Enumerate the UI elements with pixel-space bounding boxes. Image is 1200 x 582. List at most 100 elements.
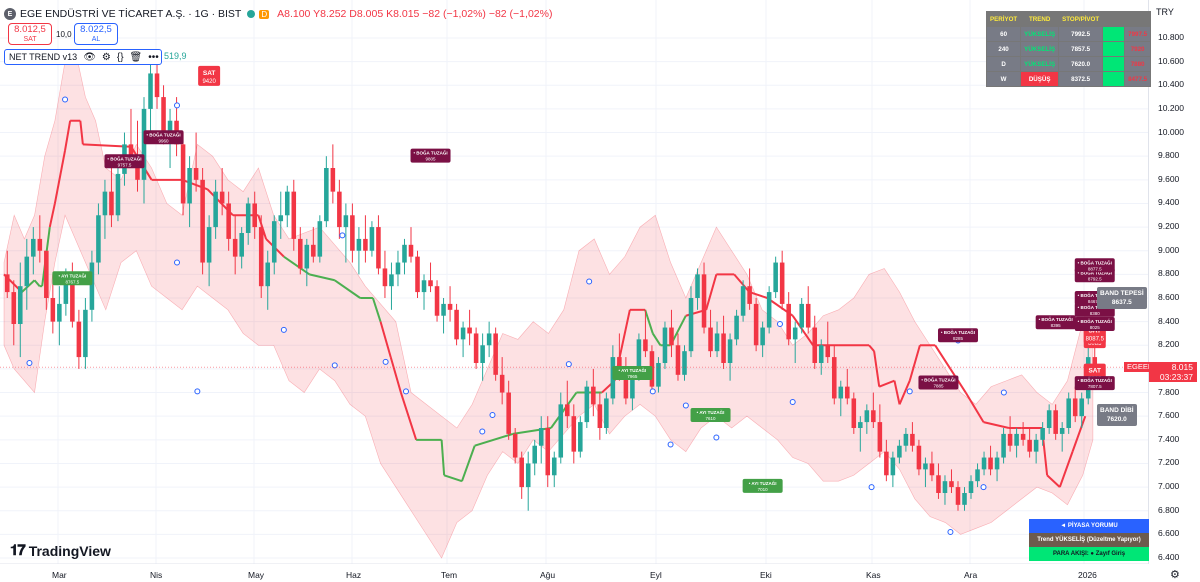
price-tick-label: 7.400 <box>1158 433 1180 444</box>
signal-price: 7807.5 <box>1088 384 1102 389</box>
market-comment-title: ◄ PİYASA YORUMU <box>1029 519 1149 533</box>
pivot-marker <box>331 362 338 369</box>
signal-box <box>143 130 184 145</box>
candle-body <box>851 398 857 428</box>
pivot-marker <box>489 412 496 418</box>
trend-table-cell: YÜKSELİŞ <box>1020 41 1060 57</box>
time-tick-label: Eki <box>760 570 772 580</box>
candle-body <box>708 327 713 352</box>
candle-body <box>682 351 687 375</box>
candle-body <box>193 168 199 180</box>
trend-stop-line-segment <box>379 321 392 358</box>
candle-body <box>89 262 95 310</box>
time-tick-label: Ara <box>964 570 978 580</box>
trash-icon[interactable]: 🗑 <box>129 51 143 63</box>
settings-icon[interactable]: ⚙ <box>101 51 111 63</box>
price-tick-label: 10.000 <box>1158 126 1184 137</box>
price-tick-label: 6.800 <box>1158 504 1180 515</box>
candle-body <box>83 309 88 358</box>
candle-body <box>669 327 674 346</box>
buy-price: 8.022,5 <box>80 24 112 35</box>
candle-body <box>337 191 342 228</box>
candle-body <box>617 357 622 369</box>
candle-body <box>421 280 427 293</box>
signal-text: • BOĞA TUZAĞI <box>1078 258 1112 265</box>
price-tick-label: 9.200 <box>1158 221 1180 232</box>
candle-body <box>330 168 336 192</box>
symbol-title[interactable]: EGE ENDÜSTRİ VE TİCARET A.Ş. · 1G · BIST <box>20 8 242 20</box>
settings-gear-icon[interactable]: ⚙ <box>1170 569 1180 581</box>
candle-body <box>265 262 271 287</box>
pivot-marker <box>776 321 783 327</box>
sell-button[interactable]: 8.012,5 SAT <box>8 23 52 45</box>
tradingview-logo[interactable]: 𝟏𝟕 TradingView <box>10 542 111 559</box>
pivot-marker <box>479 428 486 435</box>
buy-button[interactable]: 8.022,5 AL <box>74 23 118 45</box>
candle-body <box>838 386 844 399</box>
trend-table-row: D YÜKSELİŞ 7620.0 7880 <box>985 56 1152 72</box>
candle-body <box>812 327 818 363</box>
pivot-marker <box>194 388 201 395</box>
symbol-logo-icon: E <box>4 8 16 20</box>
signal-text: • BOĞA TUZAĞI <box>921 376 955 383</box>
price-tick-label: 10.600 <box>1158 55 1184 66</box>
signal-price: 8285 <box>953 336 964 341</box>
price-scale[interactable] <box>1148 0 1200 564</box>
trend-stop-line-segment <box>651 332 662 346</box>
band-bottom-title: BAND DİBİ <box>1100 407 1134 414</box>
candle-body <box>578 422 583 452</box>
candle-body <box>486 333 492 346</box>
pivot-marker <box>667 441 674 448</box>
trend-table-row: W DÜŞÜŞ 8372.5 8477.5 <box>985 71 1152 87</box>
signal-text: • BOĞA TUZAĞI <box>413 149 447 156</box>
price-tick-label: 9.600 <box>1158 173 1180 184</box>
candle-body <box>877 422 883 452</box>
indicator-name[interactable]: NET TREND v13 <box>9 52 78 62</box>
candle-body <box>551 457 557 476</box>
signal-price: 8025 <box>1090 325 1101 330</box>
candle-body <box>226 203 231 239</box>
candle-body <box>473 333 479 363</box>
code-icon[interactable]: {} <box>116 51 124 63</box>
eye-icon[interactable]: 👁 <box>83 51 96 63</box>
trend-stop-line-segment <box>898 380 911 405</box>
pivot-marker <box>906 388 913 395</box>
time-tick-label: Haz <box>346 570 362 580</box>
candle-body <box>727 339 733 363</box>
price-tick-label: 9.000 <box>1158 244 1180 255</box>
signal-text: • AYI TUZAĞI <box>619 366 647 373</box>
candle-body <box>63 274 69 304</box>
candle-body <box>304 244 310 269</box>
candle-body <box>818 345 824 363</box>
candle-body <box>499 374 505 393</box>
signal-price: 9805 <box>426 157 437 162</box>
candle-body <box>1053 410 1058 434</box>
candle-body <box>200 179 205 263</box>
candle-body <box>219 191 225 204</box>
trend-table-cell <box>1102 71 1126 87</box>
signal-text: • BOĞA TUZAĞI <box>941 328 975 335</box>
currency-selector[interactable]: TRY <box>1156 7 1174 17</box>
more-icon[interactable]: ••• <box>148 51 159 63</box>
time-tick-label: Ağu <box>540 570 556 580</box>
candle-body <box>311 244 316 257</box>
candle-body <box>975 469 980 482</box>
trend-table-row: 60 YÜKSELİŞ 7992.5 7997.5 <box>985 26 1152 42</box>
indicator-legend[interactable]: NET TREND v13 👁 ⚙ {} 🗑 ••• <box>4 49 162 65</box>
price-tick-label: 7.000 <box>1158 481 1180 492</box>
trend-table-header-cell: PERİYOT <box>985 11 1022 27</box>
candle-body <box>180 144 186 204</box>
trend-stop-line-segment <box>389 356 402 393</box>
market-comment-panel: ◄ PİYASA YORUMU Trend YÜKSELİŞ (Düzeltme… <box>1029 519 1149 561</box>
candle-body <box>571 416 577 452</box>
candle-body <box>382 268 388 287</box>
candle-body <box>389 274 394 287</box>
candle-body <box>187 168 192 204</box>
candle-body <box>897 445 902 458</box>
price-tick-label: 8.800 <box>1158 268 1180 279</box>
candle-body <box>1092 357 1098 368</box>
candle-body <box>558 404 564 458</box>
